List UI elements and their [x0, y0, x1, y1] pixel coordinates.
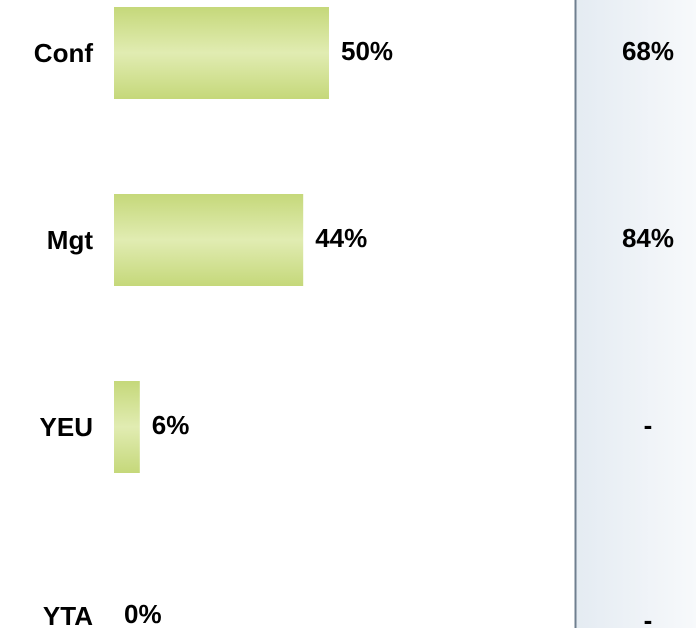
bar	[114, 7, 329, 99]
value-label: 0%	[124, 599, 162, 628]
category-label: YEU	[40, 412, 93, 442]
side-value: -	[644, 410, 653, 440]
bar	[114, 194, 304, 286]
value-label: 44%	[315, 223, 367, 253]
category-label: Conf	[34, 38, 94, 68]
category-label: Mgt	[47, 225, 94, 255]
side-value: 84%	[622, 223, 674, 253]
category-label: YTA	[43, 601, 93, 628]
side-panel	[575, 0, 696, 628]
side-value: 68%	[622, 36, 674, 66]
side-value: -	[644, 605, 653, 628]
value-label: 50%	[341, 36, 393, 66]
value-label: 6%	[152, 410, 190, 440]
bar	[114, 381, 140, 473]
